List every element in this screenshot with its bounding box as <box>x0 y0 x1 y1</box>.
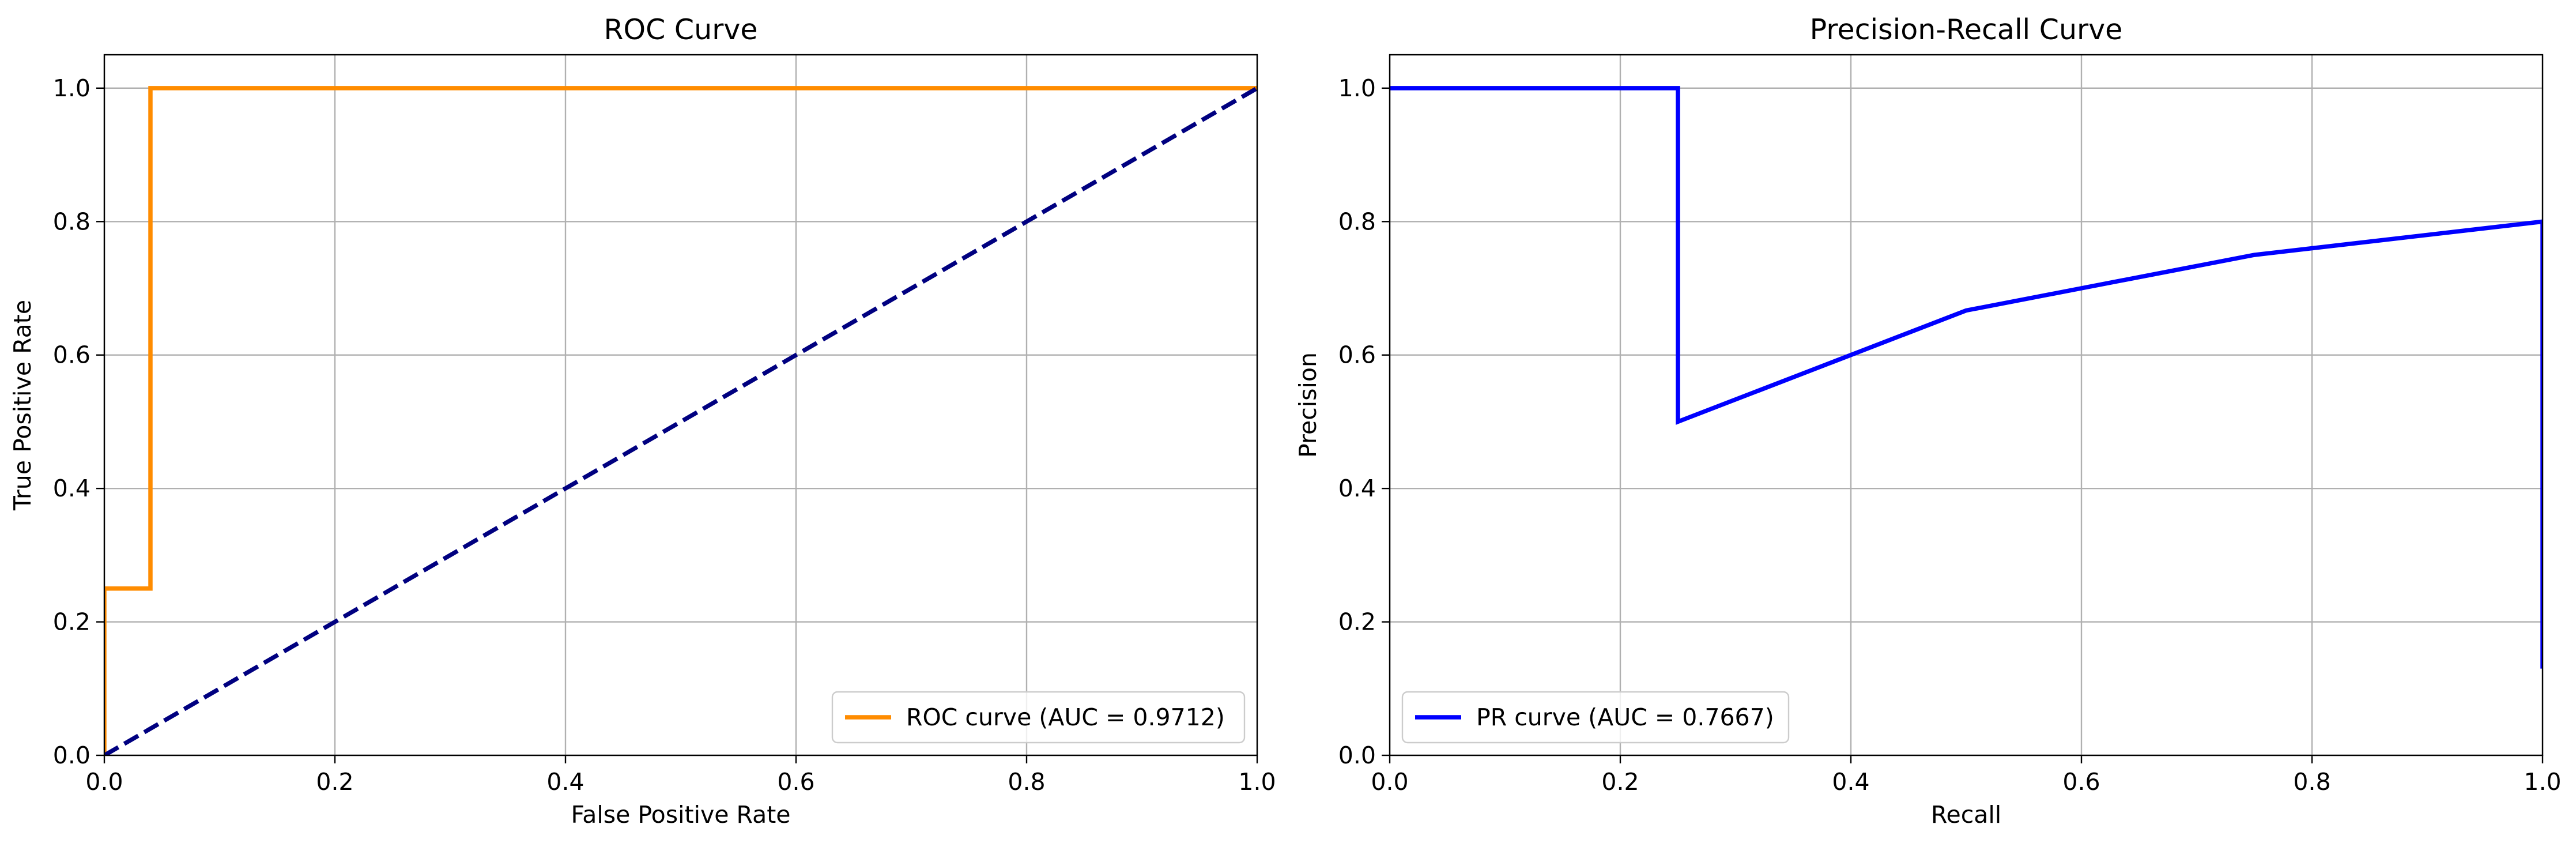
y-axis-label: True Positive Rate <box>9 300 36 511</box>
y-tick-label: 0.2 <box>1338 608 1376 636</box>
y-tick-label: 1.0 <box>1338 74 1376 102</box>
x-tick-label: 0.2 <box>316 768 353 796</box>
legend: ROC curve (AUC = 0.9712) <box>831 691 1246 744</box>
x-tick-label: 0.4 <box>546 768 584 796</box>
chart-title: Precision-Recall Curve <box>1810 13 2123 46</box>
x-tick-label: 1.0 <box>2524 768 2561 796</box>
axes-frame <box>103 54 1258 756</box>
legend-label: ROC curve (AUC = 0.9712) <box>906 703 1225 731</box>
y-axis-label: Precision <box>1294 352 1322 458</box>
y-tick-label: 1.0 <box>53 74 90 102</box>
legend-label: PR curve (AUC = 0.7667) <box>1476 703 1774 731</box>
x-tick-label: 0.8 <box>2293 768 2330 796</box>
legend-box <box>1401 691 1790 744</box>
y-tick-label: 0.0 <box>53 741 90 769</box>
x-tick-label: 0.0 <box>1371 768 1408 796</box>
y-tick-label: 0.8 <box>53 208 90 235</box>
x-tick-label: 0.6 <box>777 768 814 796</box>
x-tick-label: 0.4 <box>1832 768 1869 796</box>
series-line <box>104 86 1257 755</box>
y-tick-label: 0.0 <box>1338 741 1376 769</box>
y-tick-label: 0.8 <box>1338 208 1376 235</box>
x-tick-label: 0.0 <box>85 768 123 796</box>
axes-frame <box>1389 54 2544 756</box>
y-tick-label: 0.6 <box>1338 341 1376 369</box>
y-tick-label: 0.2 <box>53 608 90 636</box>
x-tick-label: 0.8 <box>1008 768 1045 796</box>
chart-title: ROC Curve <box>604 13 758 46</box>
x-axis-label: False Positive Rate <box>571 801 790 829</box>
legend: PR curve (AUC = 0.7667) <box>1401 691 1790 744</box>
chart-panel-1: 0.0 0.2 0.4 0.6 0.8 1.0 0.0 0.2 0.4 0.6 0.8 1.0 ROC … <box>9 13 1276 829</box>
x-tick-label: 0.6 <box>2062 768 2100 796</box>
y-tick-label: 0.4 <box>53 475 90 502</box>
x-tick-label: 0.2 <box>1601 768 1639 796</box>
y-tick-label: 0.6 <box>53 341 90 369</box>
x-axis-label: Recall <box>1931 801 2001 829</box>
y-tick-label: 0.4 <box>1338 475 1376 502</box>
legend-box <box>831 691 1246 744</box>
chart-panel-2: 0.0 0.2 0.4 0.6 0.8 1.0 0.0 0.2 0.4 0.6 0.8 1.0 Prec… <box>1294 13 2562 829</box>
series-line <box>1390 86 2543 669</box>
x-tick-label: 1.0 <box>1238 768 1276 796</box>
diagonal-reference-line <box>104 86 1257 755</box>
